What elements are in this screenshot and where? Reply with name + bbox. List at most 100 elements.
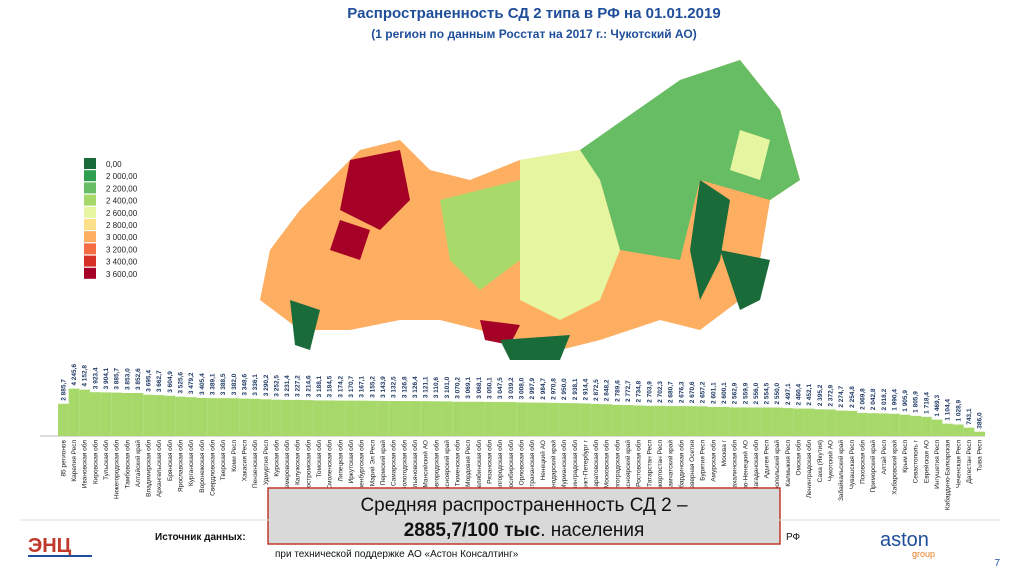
bar <box>58 403 69 436</box>
value-label: 1 718,4 <box>923 392 930 414</box>
bar <box>942 423 954 436</box>
bar <box>825 409 836 436</box>
legend-swatch <box>84 194 96 206</box>
x-tick-label: Московская обл <box>603 440 611 488</box>
bar <box>654 405 666 436</box>
bar <box>430 401 442 436</box>
map-region <box>480 320 520 345</box>
bar <box>260 399 272 436</box>
value-label: 2 395,2 <box>817 384 824 406</box>
value-label: 2 676,3 <box>678 381 685 403</box>
value-label: 2 872,5 <box>593 379 600 401</box>
bar <box>867 413 879 436</box>
value-label: 3 348,6 <box>241 374 248 396</box>
legend-swatch <box>84 158 96 169</box>
bar <box>153 395 165 436</box>
bar <box>835 410 847 436</box>
bar <box>228 398 240 436</box>
map-region <box>720 250 770 310</box>
x-tick-label: Курская обл <box>272 440 280 477</box>
bar <box>793 408 804 436</box>
map-region <box>330 220 370 260</box>
x-tick-label: Ленинградская обл <box>805 440 813 498</box>
legend-swatch <box>84 170 96 182</box>
bar <box>633 405 645 436</box>
value-label: 3 170,7 <box>348 376 355 398</box>
bar <box>505 402 517 436</box>
x-tick-label: Кировская обл <box>91 440 99 484</box>
x-tick-label: Ивановская обл <box>81 440 89 488</box>
x-tick-label: Псковская обл <box>858 440 866 484</box>
x-tick-label: Орловская обл <box>518 440 526 486</box>
map-region <box>440 180 520 290</box>
bar <box>665 406 676 436</box>
value-label: 2 556,0 <box>753 382 760 404</box>
bar <box>569 403 581 436</box>
legend-swatch <box>84 206 96 218</box>
x-tick-label: Сахалинская обл <box>731 440 739 492</box>
value-label: 2 950,0 <box>561 378 568 400</box>
value-label: 2 885,7 <box>60 379 67 401</box>
bar <box>622 405 634 436</box>
x-tick-label: Магаданская обл <box>752 440 760 492</box>
bar <box>494 401 506 436</box>
x-tick-label: Белгородская обл <box>496 440 504 494</box>
callout-box <box>267 487 781 545</box>
bar <box>398 401 410 436</box>
bar <box>899 414 911 436</box>
bar <box>367 400 378 436</box>
bar <box>676 406 687 436</box>
x-tick-label: Хакасия Респ <box>241 440 248 482</box>
value-label: 3 101,0 <box>444 376 451 398</box>
map <box>260 60 800 360</box>
legend-swatch <box>84 243 96 255</box>
bar <box>68 388 80 436</box>
bar <box>345 400 357 436</box>
x-tick-label: Тульская обл <box>102 440 110 480</box>
value-label: 2 970,8 <box>550 378 557 400</box>
bar <box>79 389 90 436</box>
x-tick-label: Чеченская Респ <box>955 440 962 488</box>
value-label: 2 657,2 <box>700 381 707 403</box>
x-tick-label: Ростовская обл <box>635 440 643 487</box>
x-tick-label: Пензенская обл <box>251 440 259 488</box>
bar <box>697 406 708 436</box>
legend-label: 2 400,00 <box>106 197 138 206</box>
x-tick-label: Адыгея Респ <box>764 440 771 479</box>
x-tick-label: Хабаровский край <box>890 440 898 495</box>
value-label: 2 670,6 <box>689 381 696 403</box>
x-tick-label: Красноярский край <box>624 440 632 498</box>
value-label: 743,1 <box>966 408 973 425</box>
x-tick-label: Ярославская обл <box>177 440 185 492</box>
x-tick-label: Вологодская обл <box>400 440 408 491</box>
x-tick-label: Северная Осетия <box>689 440 696 494</box>
legend-swatch <box>84 231 96 243</box>
bar <box>729 407 740 436</box>
bar <box>857 412 868 436</box>
legend-label: 2 000,00 <box>106 172 138 181</box>
bar <box>420 401 431 436</box>
value-label: 1 990,4 <box>891 389 898 411</box>
value-label: 3 050,1 <box>487 377 494 399</box>
x-tick-label: Тюменская обл <box>454 440 462 486</box>
x-tick-label: Башкортостан Респ <box>657 440 664 500</box>
bar <box>548 402 559 436</box>
bar <box>356 400 367 436</box>
map-region <box>520 150 620 320</box>
source-tail: РФ <box>786 532 801 543</box>
x-tick-label: Чукотский АО <box>827 440 835 481</box>
bar <box>303 400 314 436</box>
x-tick-label: Саха (Якутия) <box>817 440 824 482</box>
bar <box>292 399 304 436</box>
value-label: 3 388,5 <box>220 373 227 395</box>
bar <box>281 399 293 436</box>
x-tick-label: Нижегородская обл <box>113 440 121 499</box>
value-label: 3 290,2 <box>263 374 270 396</box>
x-tick-label: Кабардино-Балкарская <box>944 440 952 511</box>
value-label: 3 852,6 <box>135 368 142 390</box>
legend-label: 2 600,00 <box>106 209 138 218</box>
bar <box>921 416 932 436</box>
value-label: 2 789,6 <box>614 380 621 402</box>
x-tick-label: Астраханская обл <box>528 440 536 494</box>
bar <box>473 401 485 436</box>
